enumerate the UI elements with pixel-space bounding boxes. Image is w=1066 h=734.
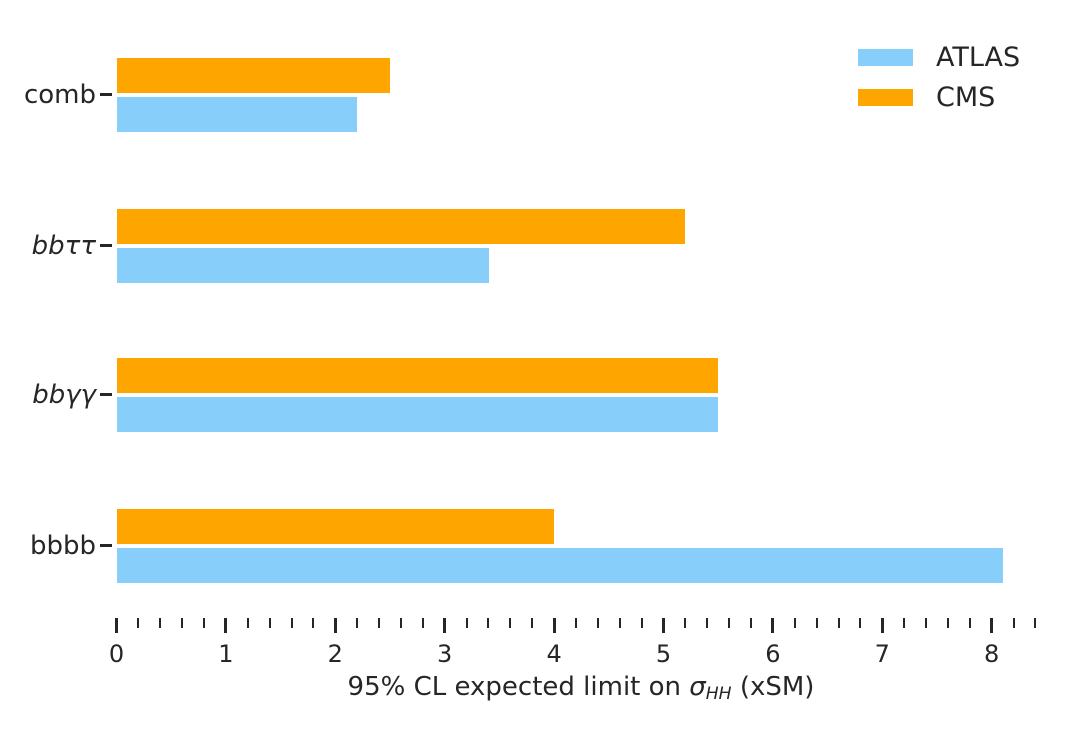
category-label-1: bbττ — [31, 231, 96, 261]
x-tick-major — [224, 618, 228, 633]
legend-label-atlas: ATLAS — [936, 41, 1021, 73]
x-tick-minor — [268, 618, 271, 628]
category-label-3: bbbb — [29, 531, 96, 561]
x-axis-label-suffix: (xSM) — [731, 672, 815, 702]
x-tick-minor — [728, 618, 731, 628]
x-tick-label-3: 3 — [437, 640, 453, 668]
x-tick-minor — [574, 618, 577, 628]
x-tick-minor — [1034, 618, 1037, 628]
bar-atlas-0 — [116, 97, 358, 132]
legend-entry-atlas: ATLAS — [858, 41, 1021, 73]
x-tick-minor — [750, 618, 753, 628]
x-tick-label-2: 2 — [327, 640, 343, 668]
x-tick-minor — [378, 618, 381, 628]
x-tick-minor — [903, 618, 906, 628]
y-tick-1 — [100, 244, 112, 247]
legend-entry-cms: CMS — [858, 81, 1020, 113]
x-tick-minor — [793, 618, 796, 628]
x-tick-minor — [618, 618, 621, 628]
bar-cms-2 — [116, 358, 719, 393]
x-tick-minor — [1012, 618, 1015, 628]
x-tick-label-0: 0 — [108, 640, 125, 668]
x-tick-minor — [596, 618, 599, 628]
x-tick-minor — [640, 618, 643, 628]
bar-cms-1 — [116, 209, 686, 244]
x-tick-minor — [487, 618, 490, 628]
x-tick-minor — [968, 618, 971, 628]
x-tick-major — [115, 618, 118, 633]
x-tick-label-4: 4 — [546, 640, 562, 668]
x-tick-major — [443, 618, 447, 633]
x-tick-minor — [399, 618, 402, 628]
x-tick-label-8: 8 — [984, 640, 1000, 668]
x-tick-major — [552, 618, 556, 633]
x-tick-minor — [815, 618, 818, 628]
x-tick-minor — [946, 618, 949, 628]
x-tick-major — [333, 618, 337, 633]
x-tick-label-5: 5 — [655, 640, 672, 668]
x-tick-minor — [290, 618, 293, 628]
x-tick-minor — [356, 618, 359, 628]
x-tick-minor — [837, 618, 840, 628]
x-tick-minor — [509, 618, 512, 628]
x-tick-minor — [684, 618, 687, 628]
x-tick-minor — [465, 618, 468, 628]
x-axis-label-prefix: 95% CL expected limit on — [347, 672, 690, 702]
x-tick-minor — [181, 618, 184, 628]
bar-atlas-3 — [116, 548, 1003, 583]
x-tick-minor — [159, 618, 162, 628]
x-tick-label-1: 1 — [218, 640, 234, 668]
x-tick-minor — [421, 618, 424, 628]
category-label-2: bbγγ — [32, 380, 96, 410]
bar-atlas-2 — [116, 397, 719, 432]
cms-swatch-icon — [858, 88, 913, 106]
x-tick-major — [771, 618, 775, 633]
x-tick-minor — [312, 618, 315, 628]
x-tick-minor — [706, 618, 709, 628]
sigma-subscript: HH — [705, 683, 732, 704]
x-tick-minor — [246, 618, 249, 628]
x-axis-label: 95% CL expected limit on σHH (xSM) — [116, 672, 1046, 704]
x-tick-minor — [859, 618, 862, 628]
x-tick-minor — [137, 618, 140, 628]
x-tick-major — [662, 618, 665, 633]
legend-label-cms: CMS — [936, 81, 996, 113]
bar-cms-3 — [116, 509, 555, 544]
x-tick-major — [990, 618, 994, 633]
x-tick-label-7: 7 — [874, 640, 890, 668]
category-label-0: comb — [23, 80, 96, 110]
x-tick-label-6: 6 — [765, 640, 781, 668]
y-tick-2 — [100, 393, 112, 396]
atlas-swatch-icon — [858, 48, 913, 66]
x-tick-minor — [925, 618, 928, 628]
x-tick-major — [880, 618, 884, 633]
bar-cms-0 — [116, 58, 390, 93]
y-tick-0 — [100, 93, 112, 96]
x-tick-minor — [203, 618, 206, 628]
y-tick-3 — [100, 544, 112, 547]
legend: ATLAS CMS — [858, 42, 1020, 122]
bar-atlas-1 — [116, 248, 489, 283]
sigma-symbol: σ — [689, 672, 706, 702]
x-tick-minor — [531, 618, 534, 628]
